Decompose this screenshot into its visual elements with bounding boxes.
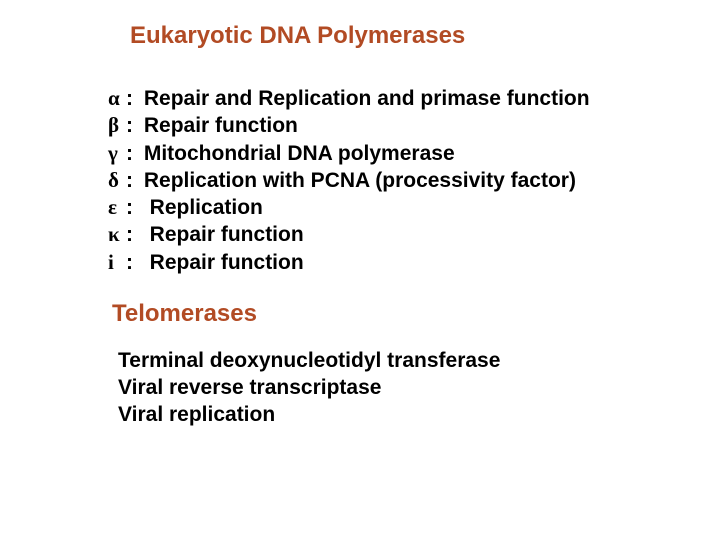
heading-polymerases: Eukaryotic DNA Polymerases bbox=[130, 22, 465, 50]
list-item: α : Repair and Replication and primase f… bbox=[108, 85, 590, 112]
colon: : bbox=[126, 86, 138, 112]
item-desc: Repair function bbox=[150, 251, 304, 274]
telomerase-list: Terminal deoxynucleotidyl transferase Vi… bbox=[118, 348, 500, 429]
colon: : bbox=[126, 141, 138, 167]
heading-telomerases: Telomerases bbox=[112, 300, 257, 328]
greek-kappa-icon: κ bbox=[108, 221, 126, 247]
greek-delta-icon: δ bbox=[108, 167, 126, 193]
greek-epsilon-icon: ε bbox=[108, 194, 126, 220]
item-desc: Repair function bbox=[150, 223, 304, 246]
list-item: γ : Mitochondrial DNA polymerase bbox=[108, 140, 590, 167]
colon: : bbox=[126, 195, 138, 221]
colon: : bbox=[126, 222, 138, 248]
list-item: Terminal deoxynucleotidyl transferase bbox=[118, 348, 500, 375]
greek-gamma-icon: γ bbox=[108, 140, 126, 166]
list-item: Viral reverse transcriptase bbox=[118, 375, 500, 402]
polymerase-list: α : Repair and Replication and primase f… bbox=[108, 85, 590, 276]
list-item: i: Repair function bbox=[108, 249, 590, 276]
colon: : bbox=[126, 168, 138, 194]
list-item: Viral replication bbox=[118, 402, 500, 429]
list-item: κ: Repair function bbox=[108, 221, 590, 248]
list-item: ε: Replication bbox=[108, 194, 590, 221]
slide: Eukaryotic DNA Polymerases α : Repair an… bbox=[0, 0, 720, 540]
greek-alpha-icon: α bbox=[108, 85, 126, 111]
letter-i-icon: i bbox=[108, 249, 126, 275]
colon: : bbox=[126, 250, 138, 276]
item-desc: Mitochondrial DNA polymerase bbox=[144, 142, 455, 165]
item-desc: Repair and Replication and primase funct… bbox=[144, 87, 590, 110]
item-desc: Replication with PCNA (processivity fact… bbox=[144, 169, 576, 192]
list-item: β : Repair function bbox=[108, 112, 590, 139]
greek-beta-icon: β bbox=[108, 112, 126, 138]
list-item: δ : Replication with PCNA (processivity … bbox=[108, 167, 590, 194]
item-desc: Repair function bbox=[144, 114, 298, 137]
item-desc: Replication bbox=[150, 196, 263, 219]
colon: : bbox=[126, 113, 138, 139]
